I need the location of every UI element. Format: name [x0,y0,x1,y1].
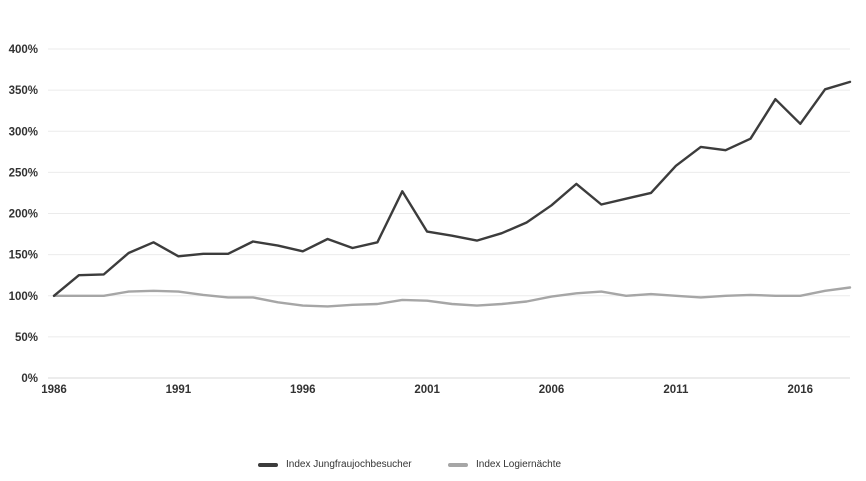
y-tick-label: 100% [9,291,38,303]
y-tick-label: 250% [9,167,38,179]
legend-label-logiernaechte: Index Logiernächte [476,459,562,470]
x-tick-label: 1996 [290,384,316,396]
y-tick-label: 0% [21,373,38,385]
gridlines [48,48,850,338]
y-tick-label: 350% [9,85,38,97]
legend-swatch-logiernaechte [448,462,468,467]
x-tick-label: 1986 [41,384,67,396]
y-tick-label: 200% [9,209,38,221]
series-line-jungfraujoch [52,80,852,297]
x-tick-labels: 1986 1991 1996 2001 2006 2011 2016 [41,384,813,396]
x-tick-label: 2011 [663,384,689,396]
x-tick-label: 2016 [787,384,813,396]
legend-label-jungfraujoch: Index Jungfraujochbesucher [286,459,412,470]
legend-item-jungfraujoch: Index Jungfraujochbesucher [258,459,412,470]
x-tick-label: 2001 [414,384,440,396]
y-tick-label: 300% [9,126,38,138]
legend: Index Jungfraujochbesucher Index Logiern… [0,459,866,475]
x-tick-label: 2006 [539,384,565,396]
x-tick-label: 1991 [166,384,192,396]
legend-item-logiernaechte: Index Logiernächte [448,459,561,470]
series-lines [52,80,852,308]
series-line-logiernaechte [52,286,852,308]
legend-swatch-jungfraujoch [258,462,278,467]
y-tick-label: 50% [15,332,38,344]
y-tick-label: 150% [9,250,38,262]
y-tick-labels: 0% 50% 100% 150% 200% 250% 300% 350% 400% [9,44,38,385]
y-tick-label: 400% [9,44,38,56]
